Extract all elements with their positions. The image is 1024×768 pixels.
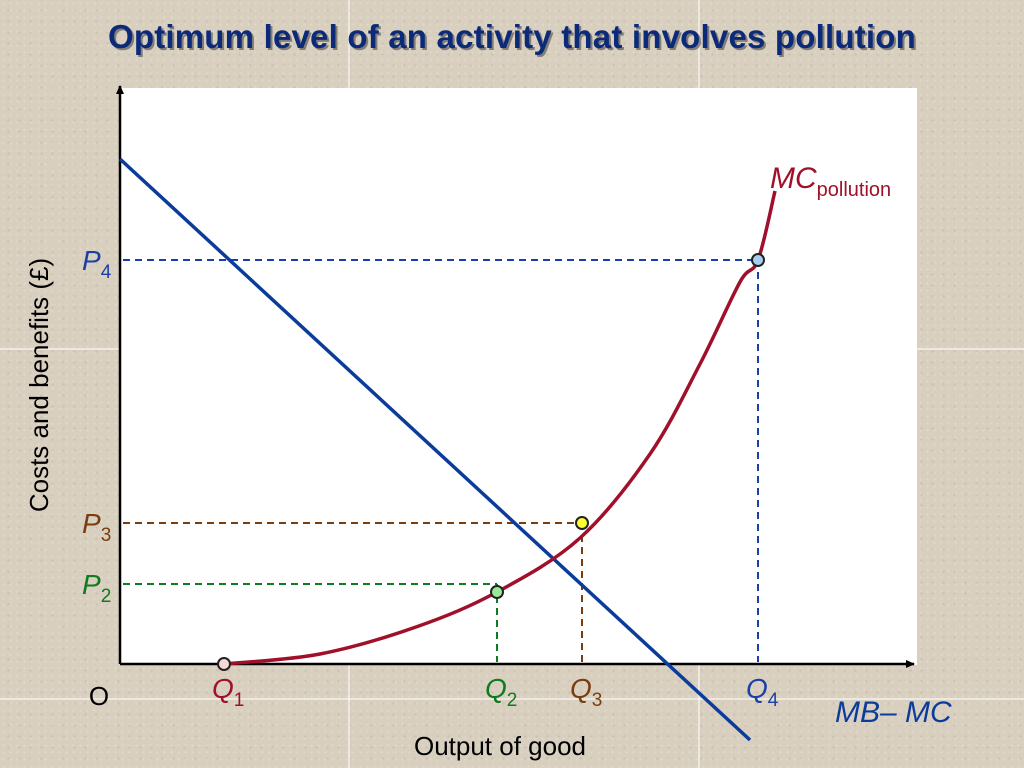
mc-pollution-label: MCpollution <box>770 162 891 201</box>
mc-pollution-label-main: MC <box>770 162 817 195</box>
x-tick-label-q3: Q3 <box>570 673 602 711</box>
x-axis-label: Output of good <box>414 731 586 761</box>
marker-q2 <box>490 585 504 599</box>
mb-mc-line <box>118 157 752 742</box>
x-tick-label-q4: Q4 <box>746 673 779 711</box>
y-tick-label-p3: P3 <box>82 508 111 546</box>
series-lines <box>118 157 777 742</box>
plot-area <box>120 88 917 665</box>
intersection-markers <box>217 253 765 671</box>
slide-title: Optimum level of an activity that involv… <box>107 18 917 55</box>
marker-q4 <box>751 253 765 267</box>
y-tick-label-p2: P2 <box>82 569 111 607</box>
y-tick-label-p4: P4 <box>82 245 112 283</box>
tick-labels: Q1 Q2 Q3 Q4 P4 P3 P2 <box>82 245 779 711</box>
origin-label: O <box>89 681 109 711</box>
mc-pollution-label-sub: pollution <box>817 179 892 201</box>
x-tick-label-q2: Q2 <box>485 673 517 711</box>
marker-q3 <box>575 516 589 530</box>
marker-q1 <box>217 657 231 671</box>
x-tick-label-q1: Q1 <box>212 673 244 711</box>
mc-pollution-curve <box>223 190 777 666</box>
y-axis-label: Costs and benefits (£) <box>24 258 54 512</box>
guide-lines <box>123 259 759 662</box>
mb-mc-label: MB– MC <box>835 696 952 729</box>
